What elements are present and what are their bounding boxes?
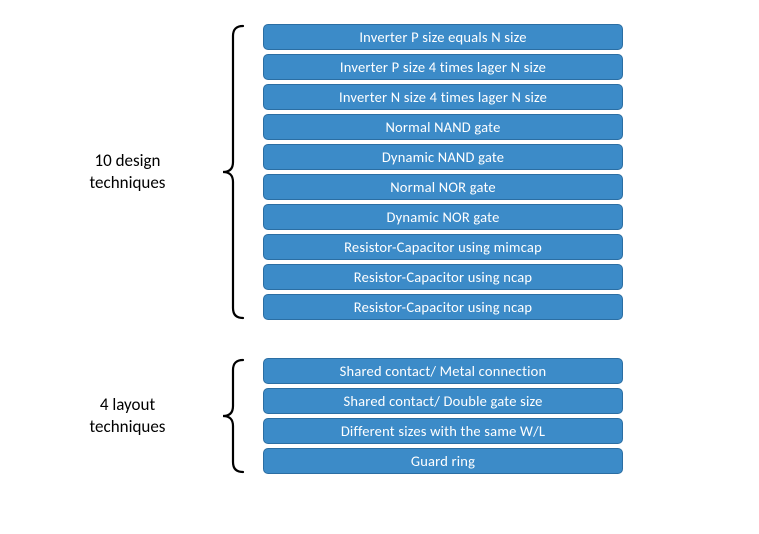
technique-item: Different sizes with the same W/L [263,418,623,444]
technique-item: Shared contact/ Double gate size [263,388,623,414]
group-label: 4 layouttechniques [48,394,207,438]
technique-item: Inverter P size equals N size [263,24,623,50]
design-techniques-group: 10 designtechniques Inverter P size equa… [48,24,623,320]
label-column: 4 layouttechniques [48,394,213,438]
layout-techniques-group: 4 layouttechniques Shared contact/ Metal… [48,358,623,474]
items-column: Inverter P size equals N size Inverter P … [263,24,623,320]
technique-item: Resistor-Capacitor using ncap [263,264,623,290]
items-column: Shared contact/ Metal connection Shared c… [263,358,623,474]
technique-item: Normal NAND gate [263,114,623,140]
technique-item: Inverter P size 4 times lager N size [263,54,623,80]
technique-item: Dynamic NOR gate [263,204,623,230]
technique-item: Guard ring [263,448,623,474]
technique-item: Normal NOR gate [263,174,623,200]
technique-item: Inverter N size 4 times lager N size [263,84,623,110]
label-column: 10 designtechniques [48,150,213,194]
brace-icon [213,358,249,474]
technique-item: Resistor-Capacitor using ncap [263,294,623,320]
group-label: 10 designtechniques [48,150,207,194]
brace-icon [213,24,249,320]
technique-item: Shared contact/ Metal connection [263,358,623,384]
technique-item: Dynamic NAND gate [263,144,623,170]
technique-item: Resistor-Capacitor using mimcap [263,234,623,260]
